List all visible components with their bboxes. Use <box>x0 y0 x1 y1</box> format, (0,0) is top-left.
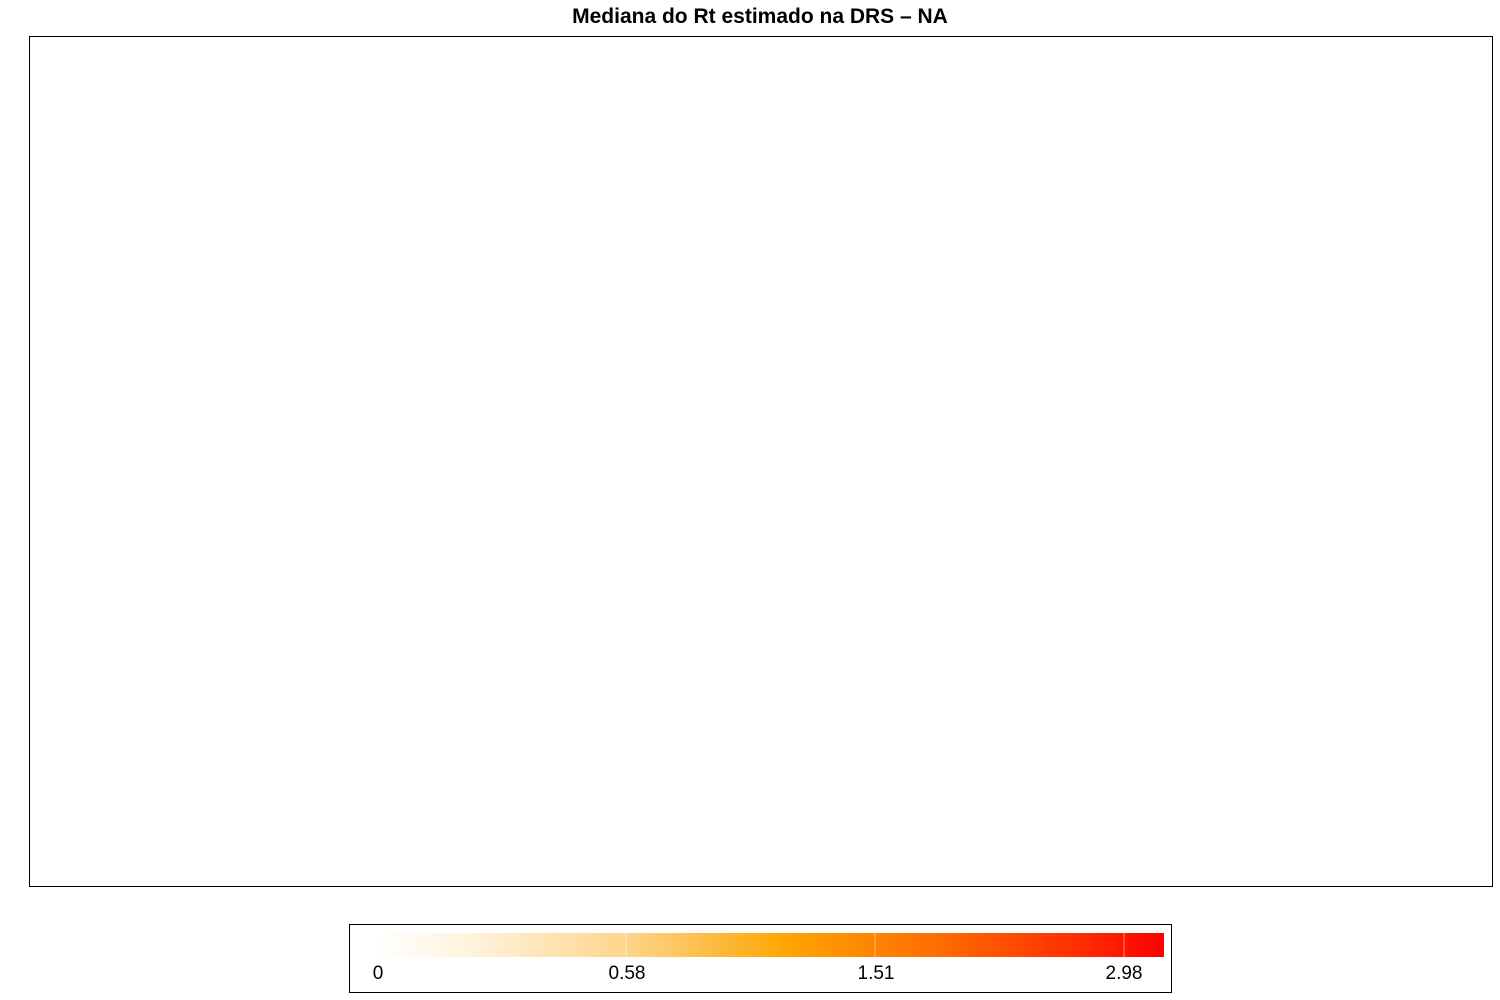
legend-label-0: 0 <box>372 963 384 984</box>
legend-label-1: 0.58 <box>608 963 646 984</box>
gradient-svg <box>378 933 1164 957</box>
gradient-rect <box>378 933 1164 957</box>
color-legend: 0 0.58 1.51 2.98 <box>349 924 1172 993</box>
map-panel <box>29 36 1493 887</box>
legend-label-2: 1.51 <box>857 963 895 984</box>
legend-label-3: 2.98 <box>1105 963 1143 984</box>
color-gradient-bar <box>378 933 1164 957</box>
map-title: Mediana do Rt estimado na DRS – NA <box>572 5 948 28</box>
